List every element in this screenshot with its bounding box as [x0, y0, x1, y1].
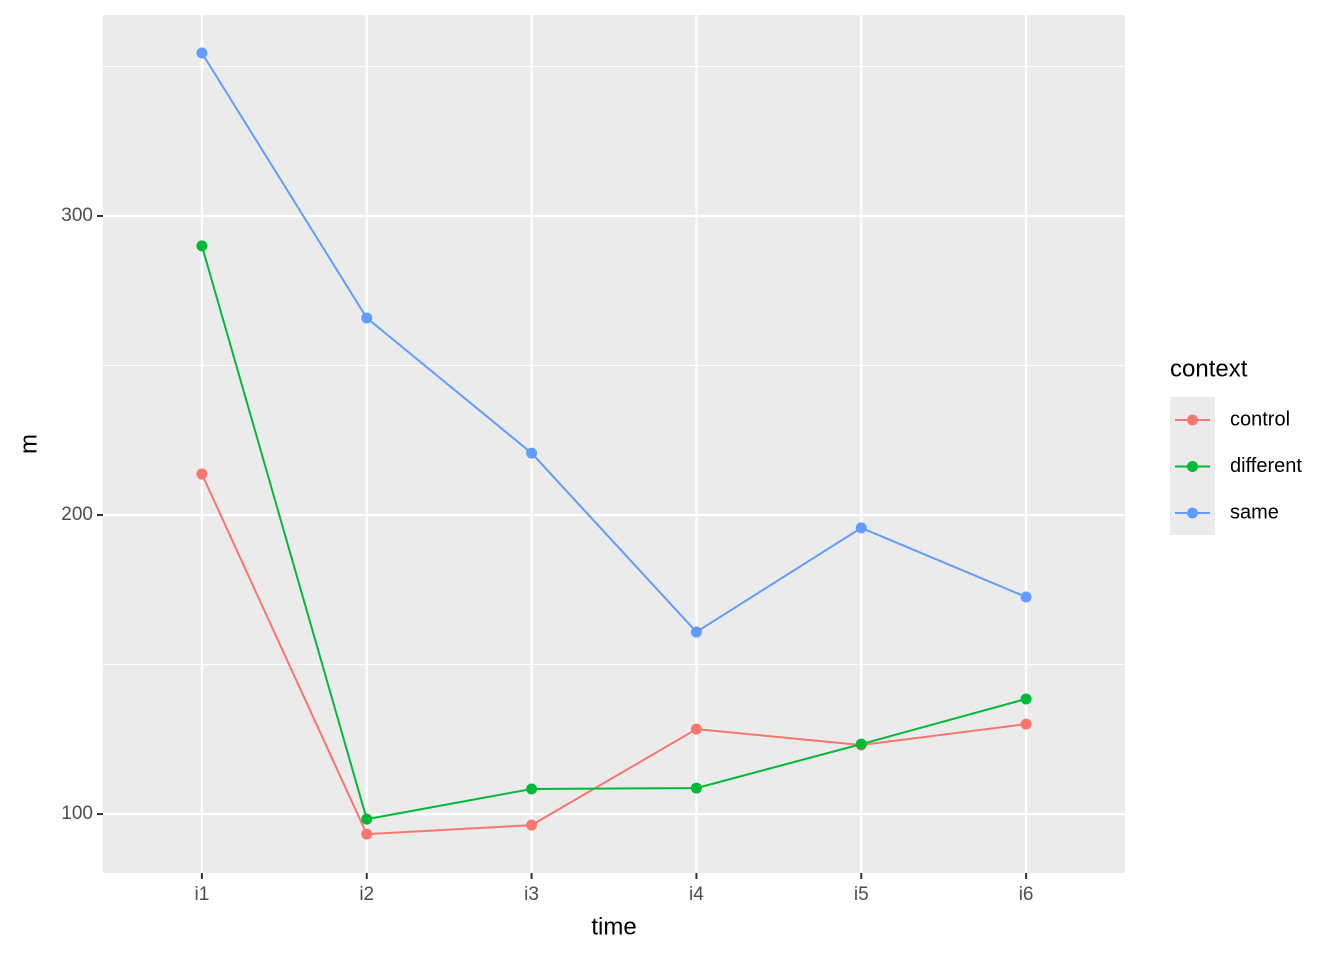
- series-line: [200, 245, 1027, 821]
- panel: [103, 15, 1125, 873]
- legend-label: control: [1230, 408, 1290, 430]
- x-tick-label: i2: [359, 884, 374, 905]
- y-tick-label: 100: [61, 803, 93, 824]
- series-line: [201, 52, 1027, 634]
- point: [526, 447, 538, 459]
- legend-label: different: [1230, 455, 1302, 477]
- y-tick-label: 200: [61, 504, 93, 525]
- point: [526, 783, 538, 795]
- point: [855, 738, 867, 750]
- point: [361, 828, 373, 840]
- y-tick-label: 300: [61, 205, 93, 226]
- x-tick-label: i5: [854, 884, 869, 905]
- point: [361, 813, 373, 825]
- legend-title: context: [1170, 355, 1248, 382]
- point: [526, 819, 538, 831]
- point: [690, 782, 702, 794]
- point: [361, 312, 373, 324]
- point: [1020, 591, 1032, 603]
- legend-point: [1187, 461, 1198, 472]
- point: [690, 626, 702, 638]
- x-tick-label: i6: [1019, 884, 1034, 905]
- legend-label: same: [1230, 501, 1279, 523]
- point: [196, 240, 208, 252]
- x-tick-label: i4: [689, 884, 704, 905]
- x-tick-label: i1: [195, 884, 210, 905]
- point: [196, 468, 208, 480]
- point: [690, 723, 702, 735]
- point: [1020, 718, 1032, 730]
- point: [196, 47, 208, 59]
- y-axis-title: m: [15, 434, 42, 454]
- point: [855, 522, 867, 534]
- legend-point: [1187, 414, 1198, 426]
- series-line: [200, 473, 1027, 836]
- x-tick-label: i3: [524, 884, 539, 905]
- legend-point: [1187, 507, 1198, 519]
- point: [1020, 693, 1032, 705]
- x-axis-title: time: [591, 913, 636, 940]
